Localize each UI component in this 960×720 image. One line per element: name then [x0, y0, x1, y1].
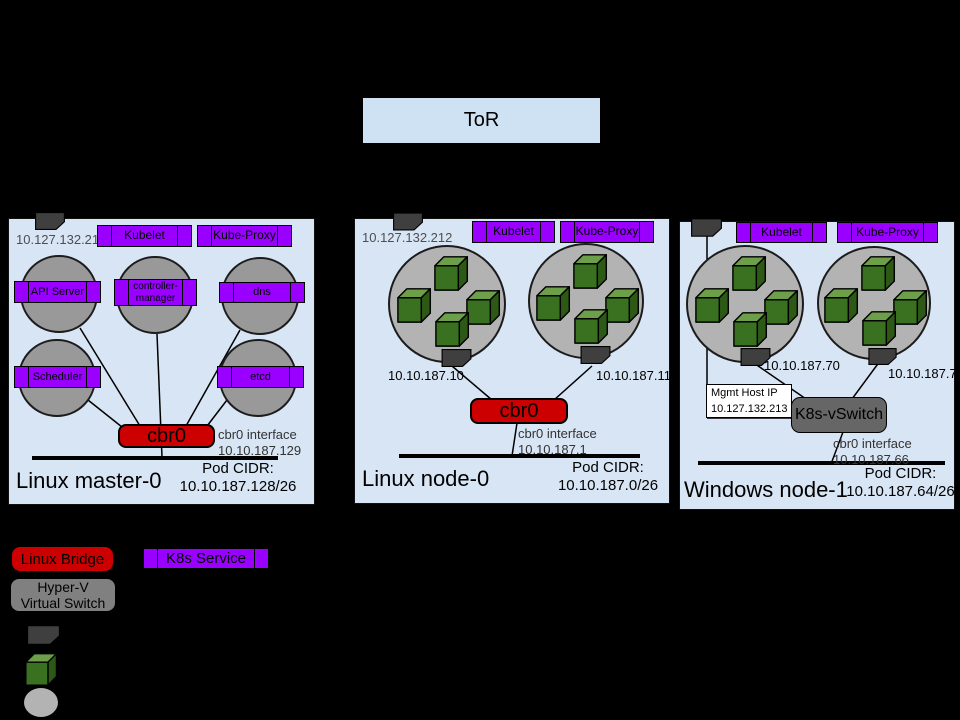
legend-hyperv-switch: Hyper-V Virtual Switch	[10, 578, 116, 612]
legend-linux-bridge-label: Linux Bridge	[20, 550, 105, 568]
pod-cidr-label: Pod CIDR:	[572, 459, 644, 476]
kubelet-label: Kubelet	[124, 228, 165, 243]
cbr0-interface-note: cbr0 interface 10.10.187.129	[218, 427, 301, 459]
kubelet-service: Kubelet	[736, 222, 827, 243]
nic-icon	[393, 212, 423, 231]
legend-container-icon	[25, 652, 59, 686]
mgmt-label: Mgmt Host IP	[711, 387, 778, 399]
container-icon	[824, 287, 860, 323]
container-icon	[605, 287, 641, 323]
cbr0-bridge: cbr0	[118, 424, 215, 448]
nic-icon	[35, 211, 65, 231]
etcd-label: etcd	[250, 370, 271, 383]
scheduler-service: Scheduler	[14, 366, 101, 388]
container-icon	[574, 308, 610, 344]
iface-ip: 10.10.187.129	[218, 442, 302, 458]
iface-label: cbr0 interface	[218, 427, 297, 442]
controller-manager-label: controller-manager	[133, 281, 178, 304]
node-title: Linux node-0	[362, 466, 490, 491]
container-icon	[573, 253, 609, 289]
legend-pod-icon	[24, 688, 58, 717]
legend-nic-icon	[25, 625, 62, 645]
legend-linux-bridge: Linux Bridge	[10, 545, 115, 573]
container-icon	[862, 310, 898, 346]
dns-label: dns	[253, 286, 271, 299]
pod-ip: 10.10.187.10	[388, 368, 464, 383]
kubelet-label: Kubelet	[493, 224, 534, 239]
pod-cidr: Pod CIDR: 10.10.187.64/26	[843, 465, 958, 501]
api-server-service: API Server	[14, 281, 101, 303]
pod-ip: 10.10.187.70	[764, 358, 840, 373]
container-icon	[695, 287, 731, 323]
cbr0-bridge: cbr0	[470, 398, 568, 424]
pod-ip: 10.10.187.71	[888, 366, 960, 381]
tor-label: ToR	[463, 109, 500, 131]
node-title: Linux master-0	[16, 468, 162, 493]
kube-proxy-service: Kube-Proxy	[837, 222, 938, 243]
pod-cidr: Pod CIDR: 10.10.187.0/26	[548, 459, 668, 495]
pod-cidr-value: 10.10.187.64/26	[846, 483, 955, 500]
container-icon	[732, 255, 768, 291]
iface-label: cbr0 interface	[833, 436, 912, 451]
kube-proxy-label: Kube-Proxy	[213, 228, 276, 243]
container-icon	[733, 311, 769, 347]
nic-icon	[691, 216, 722, 239]
dns-service: dns	[219, 282, 305, 303]
host-ip: 10.127.132.211	[16, 232, 106, 247]
host-ip: 10.127.132.212	[362, 230, 453, 245]
api-server-label: API Server	[30, 285, 85, 298]
kubelet-service: Kubelet	[97, 225, 192, 247]
kube-proxy-service: Kube-Proxy	[197, 225, 292, 247]
legend-k8s-service: K8s Service	[143, 548, 269, 569]
cbr0-interface-note: cbr0 interface 10.10.187.66	[833, 436, 912, 468]
iface-label: cbr0 interface	[518, 426, 597, 441]
pod-circle	[388, 245, 506, 363]
kubelet-label: Kubelet	[761, 224, 802, 239]
container-icon	[764, 289, 800, 325]
cbr0-interface-note: cbr0 interface 10.10.187.1	[518, 426, 597, 458]
tor-switch: ToR	[363, 98, 600, 143]
vswitch-label: K8s-vSwitch	[794, 406, 884, 423]
container-icon	[435, 311, 471, 347]
container-icon	[434, 255, 470, 291]
pod-cidr: Pod CIDR: 10.10.187.128/26	[178, 460, 298, 496]
cbr0-label: cbr0	[499, 399, 539, 422]
legend-hyperv-line1: Hyper-V	[37, 578, 89, 595]
controller-manager-service: controller-manager	[114, 279, 197, 306]
pod-ip: 10.10.187.11	[596, 368, 671, 383]
container-icon	[466, 289, 502, 325]
pod-cidr-label: Pod CIDR:	[202, 460, 274, 477]
kubelet-service: Kubelet	[472, 221, 555, 243]
scheduler-label: Scheduler	[32, 370, 83, 383]
k8s-vswitch: K8s-vSwitch	[791, 397, 887, 433]
pod-circle	[528, 243, 644, 359]
pod-nic-icon	[866, 348, 899, 365]
container-icon	[861, 255, 897, 291]
kube-proxy-service: Kube-Proxy	[560, 221, 654, 243]
mgmt-ip: 10.127.132.213	[711, 402, 788, 415]
container-icon	[397, 287, 433, 323]
legend-hyperv-line2: Virtual Switch	[20, 595, 106, 611]
pod-nic-icon	[579, 346, 612, 364]
pod-circle	[817, 246, 931, 360]
pod-circle	[686, 245, 804, 363]
pod-cidr-label: Pod CIDR:	[864, 465, 937, 482]
kube-proxy-label: Kube-Proxy	[856, 224, 919, 239]
pod-nic-icon	[440, 349, 473, 367]
node-title: Windows node-1	[684, 477, 848, 502]
mgmt-host-ip-label: Mgmt Host IP 10.127.132.213	[706, 384, 792, 418]
etcd-service: etcd	[217, 366, 304, 388]
kube-proxy-label: Kube-Proxy	[575, 224, 639, 239]
pod-cidr-value: 10.10.187.128/26	[179, 478, 297, 495]
cbr0-label: cbr0	[147, 424, 186, 447]
legend-k8s-service-label: K8s Service	[165, 549, 247, 567]
container-icon	[893, 289, 929, 325]
container-icon	[536, 285, 572, 321]
pod-cidr-value: 10.10.187.0/26	[557, 477, 659, 494]
iface-ip: 10.10.187.1	[518, 441, 587, 457]
